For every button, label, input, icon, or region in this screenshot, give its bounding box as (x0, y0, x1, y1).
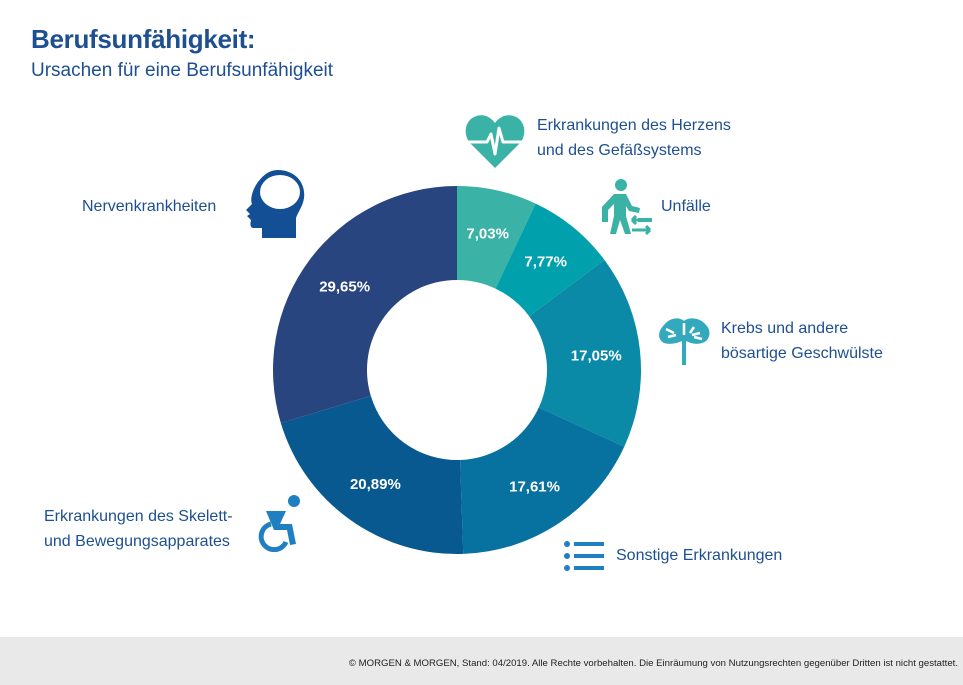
donut-slice-labels: 7,03% 7,77% 17,05% 17,61% 20,89% 29,65% (319, 225, 621, 495)
donut-slice-label-5: 29,65% (319, 278, 370, 295)
page-subtitle: Ursachen für eine Berufsunfähigkeit (31, 60, 334, 81)
head-brain-icon (246, 170, 305, 238)
donut-slice-3 (460, 407, 625, 554)
page-title: Berufsunfähigkeit: (31, 24, 256, 54)
heart-pulse-icon (465, 115, 525, 168)
donut-slice-5 (272, 186, 457, 423)
label-skeletal-line1: Erkrankungen des Skelett- (44, 508, 233, 525)
label-cancer-line1: Krebs und andere (721, 320, 849, 337)
footer-copyright: © MORGEN & MORGEN, Stand: 04/2019. Alle … (348, 658, 958, 669)
label-other: Sonstige Erkrankungen (616, 547, 783, 564)
wheelchair-icon (258, 495, 300, 552)
donut-slice-4 (280, 395, 464, 554)
label-cancer-line2: bösartige Geschwülste (721, 345, 883, 362)
label-heart-line1: Erkrankungen des Herzens (537, 117, 731, 134)
donut-chart: 7,03% 7,77% 17,05% 17,61% 20,89% 29,65% (272, 186, 641, 554)
donut-slice-1 (495, 203, 605, 317)
tree-tumor-icon (659, 318, 710, 365)
donut-slice-label-0: 7,03% (466, 225, 509, 242)
donut-slice-label-4: 20,89% (350, 476, 401, 493)
label-skeletal-line2: und Bewegungsapparates (44, 533, 230, 550)
donut-slice-label-1: 7,77% (524, 254, 567, 271)
list-icon (564, 541, 604, 571)
label-heart-line2: und des Gefäßsystems (537, 142, 702, 159)
walking-person-arrows-icon (602, 179, 652, 236)
donut-slice-label-3: 17,61% (509, 479, 560, 496)
donut-slice-2 (529, 259, 641, 447)
donut-slice-label-2: 17,05% (571, 347, 622, 364)
label-skeletal: Erkrankungen des Skelett- und Bewegungsa… (44, 504, 233, 554)
label-cancer: Krebs und andere bösartige Geschwülste (721, 316, 883, 366)
footer-bar: © MORGEN & MORGEN, Stand: 04/2019. Alle … (0, 637, 963, 685)
donut-slice-0 (457, 186, 536, 289)
label-heart: Erkrankungen des Herzens und des Gefäßsy… (537, 113, 731, 163)
donut-slices (272, 186, 641, 554)
label-accidents: Unfälle (661, 198, 711, 215)
label-nerves: Nervenkrankheiten (82, 198, 217, 215)
